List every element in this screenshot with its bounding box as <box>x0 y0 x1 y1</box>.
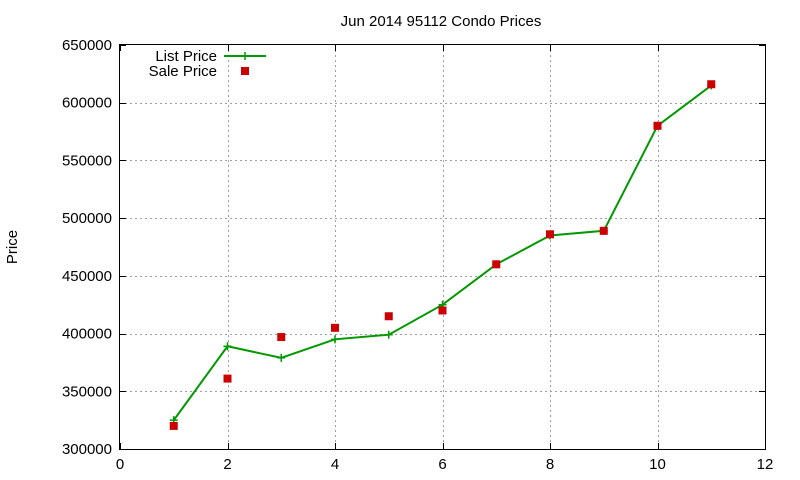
chart-title: Jun 2014 95112 Condo Prices <box>341 13 542 30</box>
sale-price-point <box>223 374 232 383</box>
sale-price-point <box>546 230 554 239</box>
x-tick-label: 0 <box>116 456 124 473</box>
x-tick-label: 4 <box>331 456 339 473</box>
y-tick-label: 400000 <box>62 326 112 343</box>
plot-frame <box>119 44 766 450</box>
sale-price-point <box>492 260 501 269</box>
y-tick-label: 600000 <box>62 95 112 112</box>
list-price-point <box>277 353 286 362</box>
series-layer <box>169 80 716 430</box>
axis-ticks: 300000 350000 400000 450000 500000 550000 6000… <box>62 37 773 473</box>
list-price-point <box>384 330 393 339</box>
sale-price-point <box>599 226 608 235</box>
y-tick-label: 500000 <box>62 210 112 227</box>
sale-price-point <box>438 306 447 315</box>
x-tick-label: 8 <box>546 456 554 473</box>
list-price-point <box>331 335 339 344</box>
sale-price-point <box>277 333 286 342</box>
sale-price-point <box>707 80 716 89</box>
legend-marker-list-price <box>241 52 249 60</box>
legend-marker-sale-price <box>241 67 249 75</box>
y-tick-label: 650000 <box>62 37 112 54</box>
x-tick-label: 12 <box>757 456 774 473</box>
sale-price-point <box>169 421 178 430</box>
sale-price-point <box>653 121 662 130</box>
x-tick-label: 2 <box>223 456 231 473</box>
legend-label-sale-price: Sale Price <box>149 63 217 80</box>
list-price-line <box>172 84 712 421</box>
x-tick-label: 6 <box>438 456 446 473</box>
list-price-point <box>223 342 232 351</box>
y-tick-label: 350000 <box>62 383 112 400</box>
legend-label-list-price: List Price <box>155 48 217 65</box>
y-axis-label: Price <box>4 230 21 264</box>
legend: List Price Sale Price <box>149 48 266 80</box>
y-tick-label: 300000 <box>62 441 112 458</box>
sale-price-point <box>384 312 393 321</box>
y-tick-label: 450000 <box>62 268 112 285</box>
legend-plus-mark <box>241 52 249 60</box>
y-tick-label: 550000 <box>62 152 112 169</box>
sale-price-point <box>331 323 339 332</box>
grid-lines <box>120 45 765 449</box>
x-tick-label: 10 <box>649 456 666 473</box>
